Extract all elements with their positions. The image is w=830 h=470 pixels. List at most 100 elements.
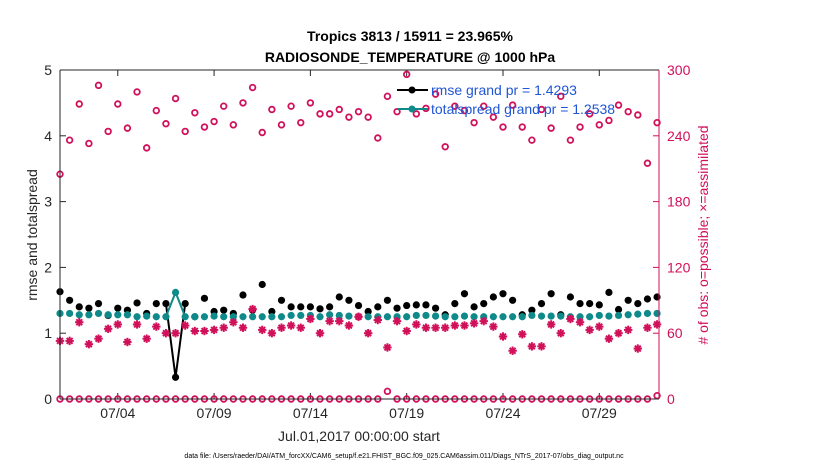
obs-possible-point (220, 102, 228, 110)
obs-possible-point (171, 94, 180, 103)
obs-assimilated-point (402, 326, 411, 336)
rmse-point (171, 373, 180, 381)
right-y-tick-label: 180 (667, 194, 691, 210)
obs-assimilated-point (585, 325, 594, 335)
spread-point (499, 313, 507, 321)
obs-assimilated-point (652, 320, 662, 329)
spread-point (586, 313, 594, 321)
spread-point (547, 312, 555, 320)
spread-point (643, 309, 652, 318)
rmse-point (643, 295, 652, 303)
obs-assimilated-point (460, 321, 469, 330)
obs-assimilated-point (315, 329, 325, 338)
chart-title-line-2: RADIOSONDE_TEMPERATURE @ 1000 hPa (265, 49, 556, 65)
obs-possible-point (614, 101, 623, 109)
obs-possible-point (653, 118, 661, 127)
obs-possible-point (75, 100, 83, 108)
obs-assimilated-point (238, 323, 248, 332)
obs-possible-point (152, 106, 161, 115)
rmse-point (653, 293, 661, 301)
spread-point (249, 313, 257, 321)
obs-assimilated-point (209, 325, 219, 335)
legend-spread-marker (408, 105, 416, 113)
spread-point (152, 313, 160, 321)
rmse-point (605, 288, 613, 297)
obs-possible-point (643, 159, 652, 167)
rmse-point (460, 290, 469, 298)
obs-assimilated-point (575, 318, 585, 327)
obs-possible-point (258, 128, 266, 137)
obs-possible-point (248, 83, 257, 92)
rmse-point (326, 303, 334, 311)
obs-possible-point (518, 123, 526, 131)
obs-assimilated-point (267, 329, 277, 338)
spread-point (143, 312, 151, 320)
rmse-point (528, 306, 536, 314)
obs-possible-point (133, 88, 141, 96)
spread-point (509, 313, 517, 321)
spread-point (605, 312, 613, 320)
spread-point (460, 312, 469, 320)
data-layer (55, 70, 662, 403)
rmse-point (220, 306, 228, 314)
spread-point (94, 309, 103, 318)
rmse-point (422, 301, 430, 309)
obs-assimilated-point (142, 334, 151, 343)
right-y-axis-label: # of obs: o=possible; ×=assimilated (695, 125, 711, 344)
rmse-point (152, 299, 160, 308)
left-y-tick-label: 5 (44, 62, 52, 78)
spread-point (470, 313, 478, 321)
obs-assimilated-point (354, 312, 363, 321)
obs-possible-point (499, 123, 507, 131)
obs-possible-point (65, 136, 74, 144)
rmse-point (94, 299, 103, 308)
obs-possible-point (297, 118, 305, 127)
spread-point (191, 313, 199, 321)
rmse-point (200, 294, 209, 302)
obs-possible-point (114, 100, 122, 108)
legend-rmse-label: rmse grand pr = 1.4293 (431, 82, 577, 98)
rmse-point (586, 299, 594, 308)
spread-point (316, 313, 324, 321)
spread-point (75, 311, 83, 319)
obs-assimilated-point (431, 323, 440, 332)
obs-possible-point (402, 70, 411, 79)
chart-title-line-1: Tropics 3813 / 15911 = 23.965% (307, 28, 513, 44)
spread-point (104, 311, 112, 319)
spread-point (537, 312, 546, 320)
rmse-point (566, 293, 575, 301)
obs-assimilated-point (132, 320, 142, 329)
obs-assimilated-point (421, 323, 431, 332)
obs-possible-point (566, 136, 575, 144)
rmse-point (499, 290, 507, 298)
obs-possible-point (142, 144, 151, 152)
spread-point (229, 313, 237, 321)
rmse-point (316, 305, 324, 313)
right-y-tick-label: 60 (667, 325, 683, 341)
left-y-tick-label: 3 (44, 194, 52, 210)
spread-point (258, 313, 266, 321)
obs-assimilated-point (479, 316, 488, 326)
rmse-point (162, 299, 170, 308)
rmse-point (75, 303, 83, 311)
rmse-point (114, 304, 122, 312)
obs-assimilated-point (219, 323, 228, 332)
obs-assimilated-point (450, 321, 460, 330)
obs-assimilated-point (84, 339, 94, 349)
obs-assimilated-point (103, 324, 113, 334)
spread-point (528, 311, 536, 320)
rmse-point (614, 305, 623, 314)
spread-point (200, 313, 209, 321)
obs-possible-point (325, 110, 334, 118)
spread-point (181, 313, 189, 321)
rmse-point (634, 299, 642, 308)
spread-point (297, 311, 305, 320)
data-file-footnote: data file: /Users/raeder/DAI/ATM_forcXX/… (184, 453, 624, 460)
obs-assimilated-point (566, 314, 575, 324)
obs-assimilated-point (623, 325, 633, 335)
legend-rmse-marker (408, 86, 416, 94)
spread-point (287, 311, 295, 320)
obs-possible-point (364, 113, 372, 121)
obs-possible-point (306, 99, 315, 107)
obs-assimilated-point (508, 346, 517, 355)
